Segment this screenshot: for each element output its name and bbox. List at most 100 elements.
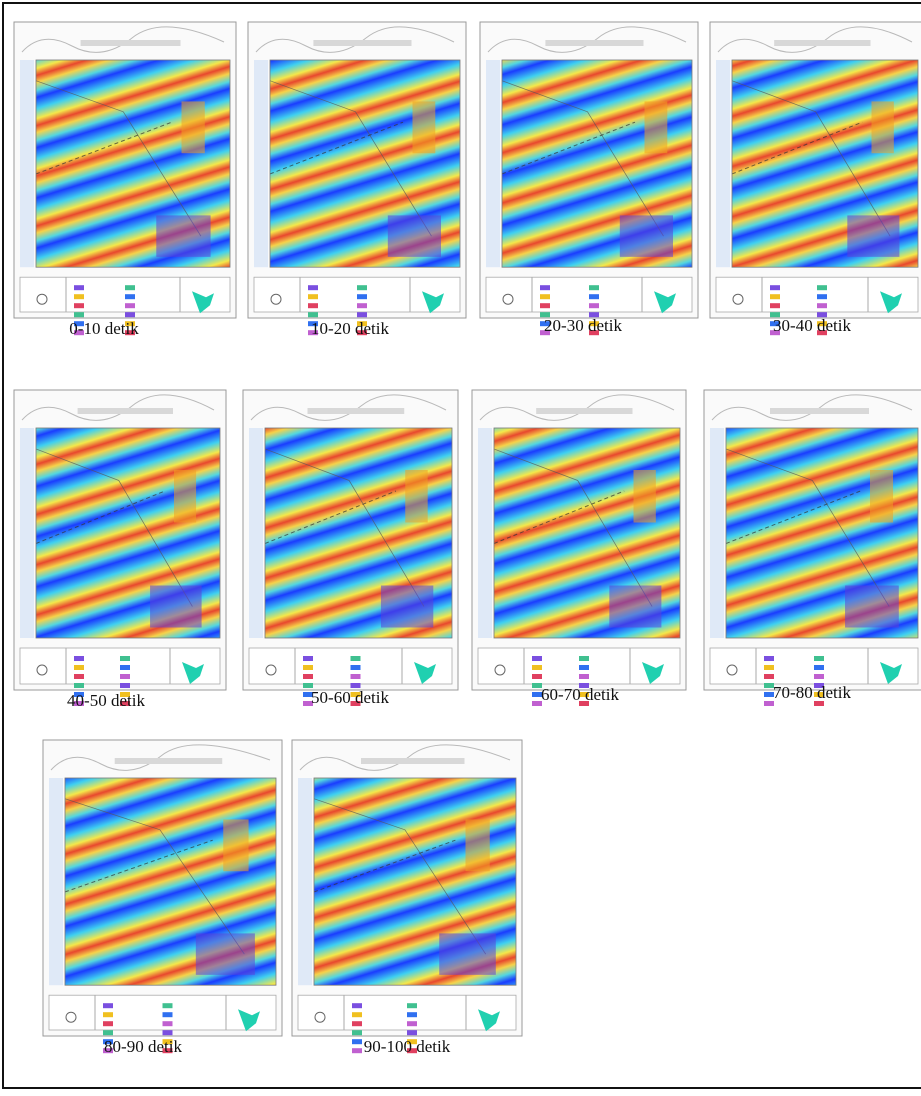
map-area: [726, 428, 918, 638]
map-panel: [472, 390, 686, 706]
zone: [182, 101, 205, 153]
axis-strip: [478, 428, 492, 638]
zone: [634, 470, 656, 523]
map-area: [36, 428, 220, 638]
legend-swatch: [351, 656, 361, 661]
axis-strip: [298, 778, 312, 985]
map-header: [115, 758, 223, 764]
zone: [150, 586, 202, 628]
map-header: [545, 40, 643, 46]
zone: [847, 215, 899, 256]
zone: [620, 215, 673, 256]
legend-swatch: [103, 1003, 113, 1008]
legend-swatch: [770, 285, 780, 290]
legend-swatch: [352, 1003, 362, 1008]
map-header: [774, 40, 870, 46]
legend-swatch: [351, 674, 361, 679]
legend-swatch: [764, 656, 774, 661]
legend-swatch: [532, 665, 542, 670]
map-header: [361, 758, 465, 764]
legend-swatch: [308, 303, 318, 308]
legend-swatch: [163, 1003, 173, 1008]
map-panel: [292, 740, 522, 1053]
zone: [645, 101, 668, 153]
legend-swatch: [74, 674, 84, 679]
legend-swatch: [308, 294, 318, 299]
legend-swatch: [589, 303, 599, 308]
map-area: [36, 60, 230, 267]
legend-swatch: [357, 285, 367, 290]
panel-caption: 20-30 detik: [544, 316, 622, 335]
legend-swatch: [303, 665, 313, 670]
legend-swatch: [120, 665, 130, 670]
map-panel: [14, 22, 236, 335]
legend-swatch: [764, 665, 774, 670]
zone: [870, 470, 893, 523]
map-header: [313, 40, 411, 46]
axis-strip: [254, 60, 268, 267]
legend-swatch: [120, 683, 130, 688]
axis-strip: [20, 60, 34, 267]
legend-swatch: [814, 674, 824, 679]
legend-swatch: [74, 665, 84, 670]
map-panel: [480, 22, 698, 335]
legend-swatch: [120, 656, 130, 661]
legend-swatch: [74, 312, 84, 317]
panel-caption: 50-60 detik: [311, 688, 389, 707]
page: 0-10 detik10-20 detik20-30 detik30-40 de…: [0, 0, 921, 1091]
legend-swatch: [352, 1048, 362, 1053]
legend-swatch: [579, 674, 589, 679]
zone: [196, 933, 255, 974]
figure: 0-10 detik10-20 detik20-30 detik30-40 de…: [0, 0, 921, 1091]
legend-swatch: [817, 285, 827, 290]
legend-swatch: [74, 656, 84, 661]
legend-swatch: [303, 674, 313, 679]
map-panel: [710, 22, 921, 335]
legend-swatch: [352, 1012, 362, 1017]
zone: [609, 586, 661, 628]
legend-swatch: [352, 1021, 362, 1026]
legend-swatch: [407, 1003, 417, 1008]
legend-swatch: [103, 1012, 113, 1017]
map-panel: [704, 390, 921, 706]
map-area: [494, 428, 680, 638]
legend-swatch: [357, 303, 367, 308]
legend-swatch: [814, 656, 824, 661]
legend-swatch: [74, 294, 84, 299]
zone: [405, 470, 427, 523]
legend-swatch: [357, 294, 367, 299]
zone: [388, 215, 441, 256]
map-header: [308, 408, 405, 414]
legend-swatch: [357, 312, 367, 317]
zone: [466, 819, 490, 871]
legend-swatch: [163, 1030, 173, 1035]
legend-swatch: [120, 674, 130, 679]
legend-swatch: [540, 303, 550, 308]
zone: [156, 215, 210, 256]
legend-swatch: [103, 1021, 113, 1026]
panel-caption: 40-50 detik: [67, 691, 145, 710]
legend-swatch: [125, 303, 135, 308]
legend-swatch: [532, 674, 542, 679]
map-panel: [43, 740, 282, 1053]
legend-swatch: [817, 303, 827, 308]
legend-swatch: [540, 285, 550, 290]
map-panel: [243, 390, 458, 706]
axis-strip: [486, 60, 500, 267]
legend-swatch: [532, 656, 542, 661]
zone: [413, 101, 436, 153]
legend-swatch: [407, 1030, 417, 1035]
legend-swatch: [308, 312, 318, 317]
map-header: [78, 408, 173, 414]
map-panel: [248, 22, 466, 335]
legend-swatch: [770, 303, 780, 308]
legend-swatch: [579, 665, 589, 670]
panel-caption: 70-80 detik: [773, 683, 851, 702]
legend-swatch: [74, 285, 84, 290]
legend-swatch: [407, 1012, 417, 1017]
legend-swatch: [74, 683, 84, 688]
map-area: [314, 778, 516, 985]
legend-swatch: [817, 294, 827, 299]
legend-swatch: [770, 294, 780, 299]
panel-caption: 80-90 detik: [104, 1037, 182, 1056]
